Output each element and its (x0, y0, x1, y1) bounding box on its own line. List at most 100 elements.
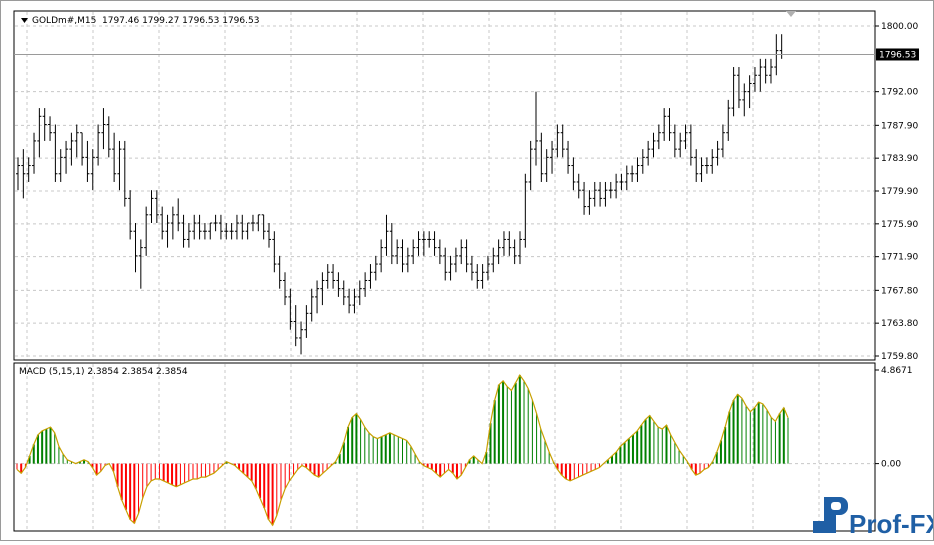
macd-tick-label: 0.00 (881, 460, 901, 470)
symbol-menu-arrow-icon[interactable] (21, 18, 28, 23)
candle (283, 272, 288, 306)
candle (192, 214, 197, 240)
candle (224, 223, 229, 240)
candle (678, 132, 683, 158)
candle (571, 157, 576, 191)
candle (293, 305, 298, 347)
candle (763, 58, 768, 84)
candle (485, 255, 490, 281)
candle (240, 214, 245, 240)
candle (218, 214, 223, 240)
candle (133, 223, 138, 273)
candle (213, 214, 218, 232)
candle (347, 288, 352, 314)
candle (608, 181, 613, 199)
candle (389, 223, 394, 265)
candle (21, 149, 26, 199)
candle (683, 124, 688, 150)
macd-signal-line (16, 373, 789, 527)
candle (37, 108, 42, 158)
candle (315, 280, 320, 314)
candle (651, 132, 656, 158)
candle (384, 214, 389, 256)
candle (48, 116, 53, 141)
candle (256, 214, 261, 232)
candle (758, 58, 763, 92)
candle (234, 214, 239, 240)
price-axis: 1800.00 1792.00 1787.90 1783.90 1779.90 1775.… (875, 22, 918, 362)
candle (363, 272, 368, 297)
candle (186, 223, 191, 248)
candle (304, 305, 309, 338)
macd-grid (15, 364, 874, 530)
candle (619, 173, 624, 191)
candle (688, 124, 693, 166)
candle (496, 239, 501, 265)
candle (421, 231, 426, 256)
price-tick-label: 1763.80 (881, 319, 918, 329)
candle (475, 264, 480, 289)
candle (555, 124, 560, 158)
candle (523, 173, 528, 248)
candle (720, 124, 725, 158)
candle (448, 255, 453, 281)
candle (667, 108, 672, 141)
chart-shift-marker-icon[interactable] (786, 11, 796, 17)
candle (614, 173, 619, 199)
candle (154, 190, 159, 224)
candle (352, 288, 357, 314)
logo-wordmark: Prof-FX (849, 509, 933, 539)
candle (539, 132, 544, 182)
candle (181, 214, 186, 248)
candle (469, 255, 474, 281)
candle (53, 124, 58, 182)
candle (501, 231, 506, 256)
candle (250, 214, 255, 232)
candle (550, 140, 555, 174)
candle (266, 223, 271, 248)
candle (453, 247, 458, 273)
candle (582, 181, 587, 215)
candle (170, 206, 175, 240)
current-price-label: 1796.53 (879, 50, 916, 60)
candle (299, 321, 304, 355)
price-tick-label: 1775.90 (881, 220, 918, 230)
candle (491, 247, 496, 273)
candle (309, 288, 314, 322)
candle (58, 149, 63, 182)
candle (731, 67, 736, 117)
candle (416, 231, 421, 256)
candle (710, 149, 715, 174)
candle (74, 124, 79, 158)
candle (699, 157, 704, 182)
candle (576, 173, 581, 199)
candle (432, 231, 437, 256)
candle (646, 140, 651, 166)
candle (715, 140, 720, 166)
candle (603, 181, 608, 207)
candle (176, 198, 181, 232)
price-tick-label: 1800.00 (881, 22, 918, 32)
candle (373, 255, 378, 281)
candle (202, 223, 207, 240)
candle (245, 222, 250, 240)
candle (464, 239, 469, 273)
candle (325, 264, 330, 289)
price-tick-label: 1759.80 (881, 352, 918, 362)
candle (197, 214, 202, 240)
candle (544, 149, 549, 182)
candle (560, 124, 565, 158)
price-tick-label: 1779.90 (881, 187, 918, 197)
candle (32, 132, 37, 174)
candle (357, 280, 362, 306)
candle (587, 190, 592, 215)
candle (160, 206, 165, 240)
candle (80, 132, 85, 166)
candle (208, 222, 213, 240)
price-tick-label: 1767.80 (881, 286, 918, 296)
symbol-label: GOLDm#,M15 (32, 16, 96, 26)
ohlc-label: 1797.46 1799.27 1796.53 1796.53 (102, 16, 259, 26)
prof-fx-logo: Prof-FX (813, 497, 934, 539)
